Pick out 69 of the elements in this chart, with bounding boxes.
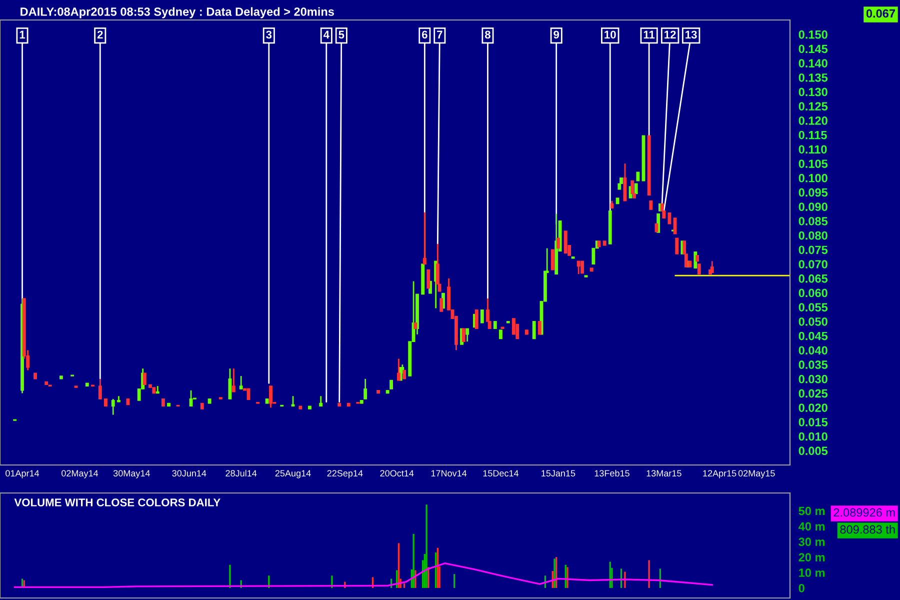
y-tick-label: 0.015 — [798, 418, 828, 426]
x-tick-label: 20Oct14 — [380, 470, 414, 476]
x-tick-label: 15Dec14 — [483, 470, 519, 476]
x-tick-label: 28Jul14 — [226, 470, 257, 476]
y-tick-label: 0.035 — [798, 360, 828, 369]
x-tick-label: 25Aug14 — [275, 470, 311, 478]
y-tick-label: 0.045 — [798, 332, 828, 340]
y-tick-label: 0.125 — [798, 102, 828, 111]
annotation: 8 — [484, 30, 490, 39]
y-tick-label: 0.030 — [798, 374, 828, 384]
y-tick-label: 0.100 — [798, 174, 828, 182]
x-tick-label: 30Jun14 — [172, 470, 206, 476]
x-tick-label: 13Mar15 — [646, 470, 682, 476]
annotation: 6 — [422, 30, 428, 39]
y-tick-label: 0.110 — [798, 145, 827, 154]
annotation: 10 — [604, 30, 616, 39]
chart-title: DAILY:08Apr2015 08:53 Sydney : Data Delayed > 20mins — [20, 7, 334, 18]
y-tick-label: 0.085 — [798, 217, 828, 226]
y-tick-label: 0.145 — [798, 44, 828, 54]
annotation: 7 — [437, 30, 442, 38]
annotation: 3 — [266, 30, 272, 39]
y-tick-label: 0.090 — [798, 202, 828, 212]
y-tick-label: 10 m — [799, 568, 825, 577]
y-tick-label: 0.060 — [798, 288, 828, 298]
x-tick-label: 13Feb15 — [594, 470, 630, 476]
x-tick-label: 12Apr15 — [703, 470, 736, 478]
x-tick-label: 22Sep14 — [327, 470, 363, 478]
y-tick-label: 40 m — [798, 522, 825, 531]
y-tick-label: 0.055 — [798, 303, 828, 312]
annotation: 12 — [664, 30, 676, 38]
annotation: 13 — [686, 30, 697, 39]
annotation: 11 — [644, 30, 655, 38]
y-tick-label: 30 m — [798, 538, 825, 546]
y-tick-label: 0.095 — [798, 188, 828, 197]
x-tick-label: 15Jan15 — [542, 470, 576, 476]
chart-title: VOLUME WITH CLOSE COLORS DAILY — [14, 498, 220, 506]
y-tick-label: 0.150 — [798, 30, 828, 39]
y-tick-label: 50 m — [798, 506, 825, 516]
annotation: 2 — [97, 30, 103, 38]
x-tick-label: 30May14 — [113, 470, 150, 478]
y-tick-label: 0.040 — [798, 346, 828, 355]
y-tick-label: 0.025 — [798, 389, 828, 398]
y-tick-label: 20 m — [798, 553, 825, 562]
y-tick-label: 0.140 — [798, 59, 828, 68]
y-tick-label: 0.050 — [798, 317, 828, 326]
y-tick-label: 0.120 — [798, 116, 828, 125]
annotation: 9 — [554, 30, 560, 39]
y-tick-label: 0.080 — [798, 231, 828, 240]
y-tick-label: 0.065 — [798, 274, 828, 283]
text: 2.089926 m — [834, 508, 895, 517]
y-tick-label: 0.130 — [798, 88, 828, 96]
y-tick-label: 0.070 — [798, 260, 828, 268]
annotation: 4 — [323, 30, 330, 38]
y-tick-label: 0.105 — [798, 160, 828, 168]
x-tick-label: 01Apr14 — [6, 470, 40, 478]
y-tick-label: 0.135 — [798, 73, 828, 82]
y-tick-label: 0.075 — [798, 246, 828, 254]
y-tick-label: 0.010 — [798, 432, 828, 441]
annotation: 5 — [338, 30, 344, 39]
text: 0.067 — [866, 9, 895, 18]
y-tick-label: 0 — [798, 584, 804, 592]
x-tick-label: 02May15 — [738, 470, 775, 478]
annotation: 1 — [20, 30, 26, 38]
y-tick-label: 0.115 — [798, 130, 827, 140]
y-tick-label: 0.020 — [798, 404, 828, 412]
text: 809.883 th — [840, 525, 895, 534]
x-tick-label: 17Nov14 — [431, 470, 467, 476]
x-tick-label: 02May14 — [62, 470, 98, 478]
y-tick-label: 0.005 — [798, 446, 828, 456]
